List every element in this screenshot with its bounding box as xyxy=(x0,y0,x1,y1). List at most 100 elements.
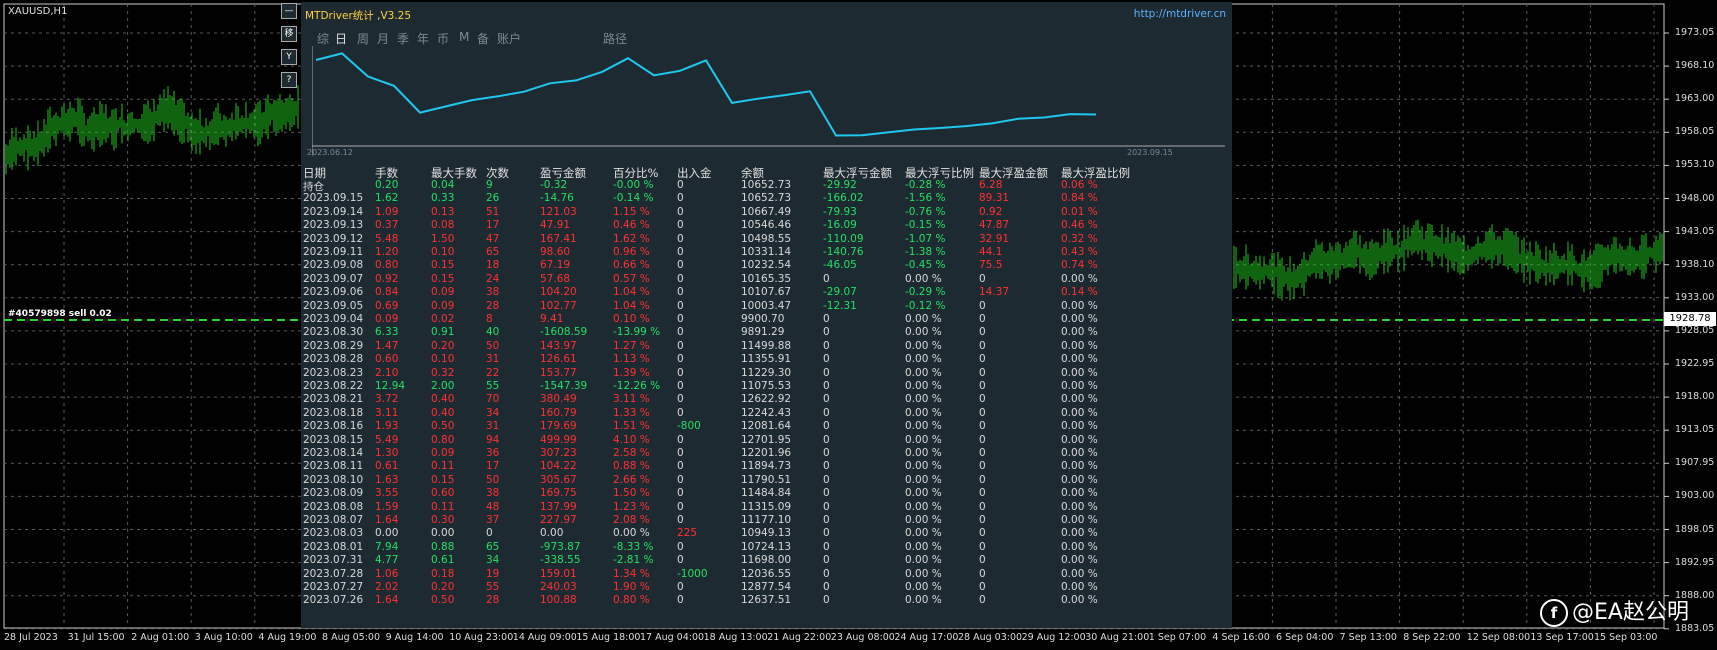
column-header[interactable]: 最大浮盈金额 xyxy=(979,166,1048,180)
column-header[interactable]: 最大手数 xyxy=(431,166,477,180)
table-cell: 3.11 xyxy=(375,406,399,419)
y-axis-label: 1938.10 xyxy=(1675,258,1715,270)
table-cell: 1.15 % xyxy=(613,205,650,218)
bookmark-icon[interactable]: 移 xyxy=(281,26,297,42)
table-cell: 0.20 xyxy=(431,339,455,352)
table-cell: 0.88 % xyxy=(613,460,650,473)
tab-10[interactable]: 路径 xyxy=(603,32,628,46)
table-cell: 0.13 xyxy=(431,205,455,218)
table-cell: -0.28 % xyxy=(905,179,946,191)
table-cell: 0.00 % xyxy=(1061,500,1098,513)
table-cell: 0 xyxy=(979,353,986,366)
row-date: 2023.08.16 xyxy=(303,420,364,433)
table-cell: 0.02 xyxy=(431,313,455,325)
row-date: 2023.08.08 xyxy=(303,500,364,513)
table-cell: 0.00 % xyxy=(905,326,942,339)
table-cell: 104.22 xyxy=(540,460,577,473)
trade-label[interactable]: #40579898 sell 0.02 xyxy=(8,309,112,319)
column-header[interactable]: 最大浮盈比例 xyxy=(1061,166,1130,180)
filter-icon[interactable]: Y xyxy=(281,49,297,65)
table-cell: 10667.49 xyxy=(741,205,792,218)
column-header[interactable]: 百分比% xyxy=(613,166,659,180)
row-date: 2023.09.05 xyxy=(303,299,364,312)
table-cell: 51 xyxy=(486,205,500,218)
table-cell: 89.31 xyxy=(979,192,1010,205)
table-cell: 0.00 % xyxy=(905,514,942,526)
tab-6[interactable]: 币 xyxy=(437,32,450,46)
panel-url-link[interactable]: http://mtdriver.cn xyxy=(1133,8,1226,20)
tab-9[interactable]: 账户 xyxy=(497,32,522,46)
tab-5[interactable]: 年 xyxy=(417,32,430,46)
table-cell: -800 xyxy=(677,420,701,433)
tab-2[interactable]: 周 xyxy=(357,32,370,46)
table-cell: 2.10 xyxy=(375,366,399,379)
table-cell: 2.00 xyxy=(431,380,455,392)
table-cell: 167.41 xyxy=(540,232,577,245)
table-cell: 1.04 % xyxy=(613,299,650,312)
column-header[interactable]: 盈亏金额 xyxy=(540,166,586,180)
table-cell: 0.00 % xyxy=(905,313,942,325)
table-cell: -12.26 % xyxy=(613,380,661,392)
tab-0[interactable]: 综 xyxy=(317,32,330,46)
column-header[interactable]: 手数 xyxy=(375,166,398,180)
table-cell: 1.64 xyxy=(375,514,399,526)
table-cell: 1.34 % xyxy=(613,567,650,580)
table-cell: 3.11 % xyxy=(613,393,650,406)
column-header[interactable]: 最大浮亏比例 xyxy=(905,166,974,180)
table-cell: 0.15 xyxy=(431,473,455,486)
table-cell: 0.40 xyxy=(431,406,455,419)
column-header[interactable]: 出入金 xyxy=(677,166,712,180)
table-cell: 0 xyxy=(823,380,830,392)
table-cell: 34 xyxy=(486,406,500,419)
table-cell: 18 xyxy=(486,259,500,272)
tab-3[interactable]: 月 xyxy=(377,32,390,46)
table-cell: -46.05 xyxy=(823,259,857,272)
table-cell: 0.00 % xyxy=(905,393,942,406)
table-cell: 36 xyxy=(486,447,500,459)
table-cell: 0.00 % xyxy=(1061,540,1098,553)
y-axis-label: 1922.95 xyxy=(1675,358,1715,369)
table-cell: 0.61 xyxy=(431,554,455,567)
row-date: 2023.08.09 xyxy=(303,487,364,500)
minus-icon[interactable]: — xyxy=(281,3,297,19)
column-header[interactable]: 最大浮亏金额 xyxy=(823,166,892,180)
table-cell: 0 xyxy=(677,246,684,258)
y-axis-label: 1892.95 xyxy=(1675,556,1715,568)
table-cell: 9 xyxy=(486,179,493,191)
tab-8[interactable]: 备 xyxy=(477,32,490,46)
tab-1[interactable]: 日 xyxy=(335,32,348,46)
row-date: 2023.09.13 xyxy=(303,219,364,232)
table-cell: 1.59 xyxy=(375,500,399,513)
table-cell: 1.64 xyxy=(375,594,399,607)
table-cell: 225 xyxy=(677,527,698,540)
column-header[interactable]: 次数 xyxy=(486,166,509,180)
column-header[interactable]: 日期 xyxy=(303,166,326,180)
table-cell: 0.60 xyxy=(375,353,399,366)
tab-4[interactable]: 季 xyxy=(397,32,410,46)
x-axis-label: 30 Aug 21:00 xyxy=(1085,632,1150,643)
table-cell: 100.88 xyxy=(540,594,577,607)
column-header[interactable]: 余额 xyxy=(741,166,764,180)
table-cell: 0.32 xyxy=(431,366,455,379)
table-cell: 11698.00 xyxy=(741,554,792,567)
table-cell: 31 xyxy=(486,353,500,366)
table-cell: 0.00 % xyxy=(1061,473,1098,486)
tab-7[interactable]: M xyxy=(459,30,470,44)
table-cell: 0 xyxy=(677,473,684,486)
help-icon[interactable]: ? xyxy=(281,72,297,88)
table-cell: 0.11 xyxy=(431,500,455,513)
table-cell: 0.15 xyxy=(431,259,455,272)
table-cell: 227.97 xyxy=(540,514,577,526)
table-cell: 11499.88 xyxy=(741,339,792,352)
price-bars-right xyxy=(1233,219,1663,301)
table-cell: 0.00 % xyxy=(1061,581,1098,593)
table-cell: -79.93 xyxy=(823,205,857,218)
table-cell: 0 xyxy=(677,366,684,379)
y-axis-label: 1973.05 xyxy=(1675,27,1715,38)
table-cell: 0.84 xyxy=(375,286,399,299)
table-cell: 0 xyxy=(677,192,684,205)
row-date: 2023.09.12 xyxy=(303,232,364,245)
y-axis-label: 1963.00 xyxy=(1675,93,1715,105)
table-cell: 0 xyxy=(677,581,684,593)
table-cell: 7.94 xyxy=(375,540,399,553)
